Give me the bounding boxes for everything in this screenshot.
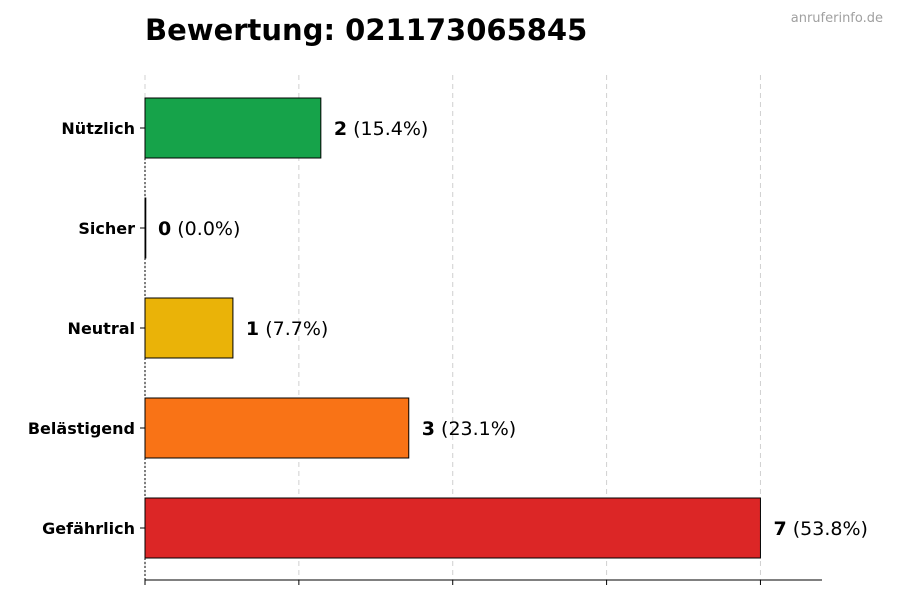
labels: Nützlich 2 (15.4%) Sicher 0 (0.0%) Neutral 1 … <box>28 118 868 540</box>
data-label-3: 3 (23.1%) <box>422 418 516 440</box>
bar-3 <box>144 397 410 459</box>
category-label-1: Sicher <box>78 219 135 238</box>
data-label-count-2: 1 <box>246 318 259 340</box>
bar-0 <box>144 97 322 159</box>
data-label-1: 0 (0.0%) <box>158 218 240 240</box>
data-label-0: 2 (15.4%) <box>334 118 428 140</box>
watermark: anruferinfo.de <box>791 11 883 26</box>
data-label-4: 7 (53.8%) <box>773 518 867 540</box>
bar-4 <box>144 497 761 559</box>
data-label-count-4: 7 <box>773 518 786 540</box>
data-label-percent-0: (15.4%) <box>347 118 428 140</box>
data-label-count-1: 0 <box>158 218 171 240</box>
chart-title: Bewertung: 021173065845 <box>145 13 587 47</box>
axes <box>140 98 822 585</box>
data-label-percent-4: (53.8%) <box>787 518 868 540</box>
data-label-percent-2: (7.7%) <box>259 318 328 340</box>
data-label-percent-1: (0.0%) <box>171 218 240 240</box>
data-label-percent-3: (23.1%) <box>435 418 516 440</box>
category-label-3: Belästigend <box>28 419 135 438</box>
category-label-2: Neutral <box>68 319 135 338</box>
category-label-4: Gefährlich <box>42 519 135 538</box>
data-label-2: 1 (7.7%) <box>246 318 328 340</box>
bar-2 <box>144 297 234 359</box>
data-label-count-0: 2 <box>334 118 347 140</box>
data-label-count-3: 3 <box>422 418 435 440</box>
category-label-0: Nützlich <box>61 119 135 138</box>
